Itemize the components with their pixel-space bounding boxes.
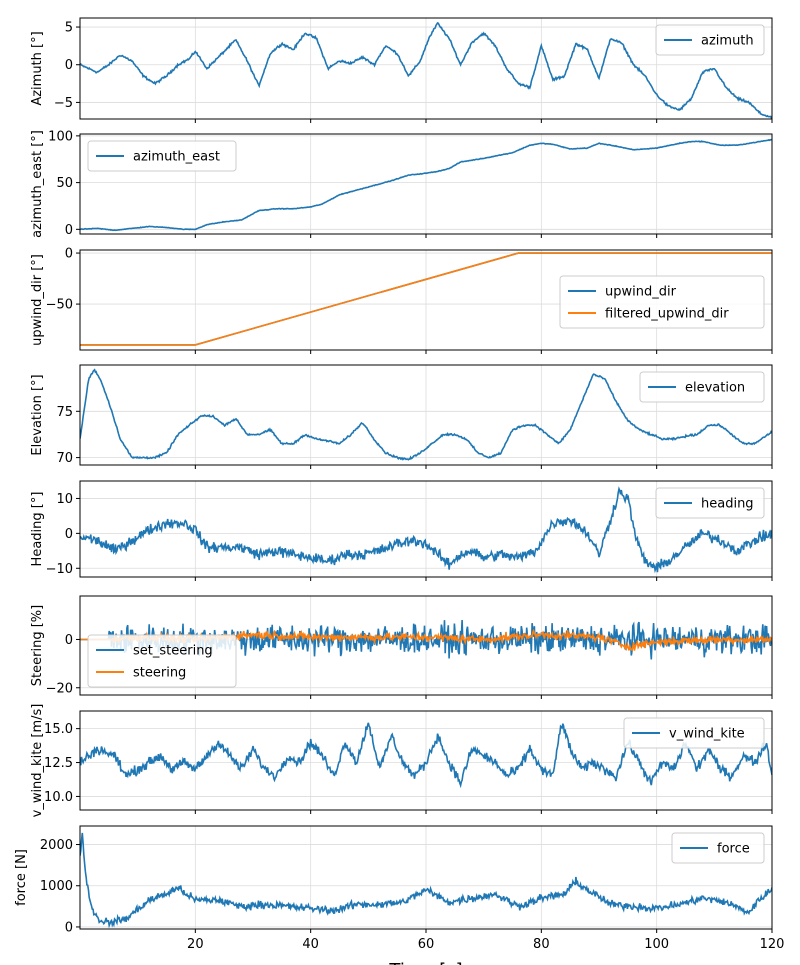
series-line-filtered_upwind_dir xyxy=(80,252,772,346)
legend-label: elevation xyxy=(685,381,745,396)
y-axis-label: Steering [%] xyxy=(30,605,45,686)
legend-box xyxy=(655,24,765,56)
x-tick-label: 20 xyxy=(187,937,204,952)
legend-box xyxy=(87,634,237,688)
x-tick-label: 40 xyxy=(302,937,319,952)
panel-4: 70 75 Elevation [°] elevation xyxy=(30,364,773,469)
y-tick-label: 50 xyxy=(56,176,73,191)
legend: elevation xyxy=(639,371,765,403)
y-tick-label: 1000 xyxy=(40,879,73,894)
legend-box xyxy=(655,487,765,519)
legend-label: v_wind_kite xyxy=(669,727,745,742)
y-tick-label: −10 xyxy=(46,562,73,577)
y-tick-label: 75 xyxy=(56,405,73,420)
y-axis-label: azimuth_east [°] xyxy=(30,130,45,238)
y-tick-label: 0 xyxy=(65,58,73,73)
y-axis-label: upwind_dir [°] xyxy=(30,254,45,346)
legend-box xyxy=(671,832,765,864)
y-tick-label: 10.0 xyxy=(44,790,73,805)
series-line-azimuth_east xyxy=(80,138,772,232)
x-tick-label: 60 xyxy=(418,937,435,952)
legend: heading xyxy=(655,487,765,519)
panel-6: −20 0 Steering [%] set_steering steering xyxy=(30,595,773,699)
legend: set_steering steering xyxy=(87,634,237,688)
legend-box xyxy=(639,371,765,403)
y-tick-label: 0 xyxy=(65,527,73,542)
x-tick-label: 120 xyxy=(760,937,785,952)
y-axis-label: Heading [°] xyxy=(30,492,45,567)
legend: upwind_dir filtered_upwind_dir xyxy=(559,275,765,329)
legend-label: filtered_upwind_dir xyxy=(605,307,729,322)
legend: azimuth_east xyxy=(87,140,237,172)
legend-label: azimuth_east xyxy=(133,150,220,165)
y-tick-label: 0 xyxy=(65,633,73,648)
y-tick-label: 0 xyxy=(65,223,73,238)
legend-label: set_steering xyxy=(133,644,213,659)
y-tick-label: 0 xyxy=(65,920,73,935)
series-line-v_wind_kite xyxy=(80,722,772,789)
legend: v_wind_kite xyxy=(623,717,765,749)
panel-7: 10.0 12.5 15.0v_wind_kite [m/s] v_wind_kite xyxy=(30,704,773,818)
y-axis-label: Elevation [°] xyxy=(30,374,45,455)
panel-8: 0 1000 2000 20 40 60 80 100 120 force [N] force xyxy=(14,825,785,952)
y-axis-label: force [N] xyxy=(14,849,29,906)
x-tick-label: 100 xyxy=(644,937,669,952)
y-tick-label: −50 xyxy=(46,298,73,313)
y-tick-label: 0 xyxy=(65,247,73,262)
series-line-elevation xyxy=(80,368,772,461)
y-tick-label: 70 xyxy=(56,451,73,466)
x-axis-label: Time [s] xyxy=(388,960,462,965)
y-axis-label: Azimuth [°] xyxy=(30,31,45,105)
y-tick-label: 12.5 xyxy=(44,756,73,771)
panel-5: −10 0 10 Heading [°] heading xyxy=(30,480,773,581)
legend-label: upwind_dir xyxy=(605,285,677,300)
y-tick-label: 2000 xyxy=(40,838,73,853)
y-tick-label: 10 xyxy=(56,492,73,507)
legend: force xyxy=(671,832,765,864)
legend-label: force xyxy=(717,842,750,857)
legend-box xyxy=(559,275,765,329)
series-line-azimuth xyxy=(80,22,772,119)
legend-box xyxy=(87,140,237,172)
legend-label: steering xyxy=(133,666,186,681)
legend-label: azimuth xyxy=(701,34,754,49)
legend-label: heading xyxy=(701,497,754,512)
legend: azimuth xyxy=(655,24,765,56)
panel-3: −50 0 upwind_dir [°] upwind_dir filtered_upw… xyxy=(30,247,773,354)
series-line-force xyxy=(80,832,772,929)
y-tick-label: −5 xyxy=(54,96,73,111)
x-tick-label: 80 xyxy=(533,937,550,952)
series-line-heading xyxy=(80,486,772,574)
y-axis-label: v_wind_kite [m/s] xyxy=(30,704,45,818)
panel-1: −5 0 5 Azimuth [°] azimuth xyxy=(30,17,773,123)
y-tick-label: 100 xyxy=(48,129,73,144)
y-tick-label: −20 xyxy=(46,681,73,696)
y-tick-label: 5 xyxy=(65,21,73,36)
legend-box xyxy=(623,717,765,749)
y-tick-label: 15.0 xyxy=(44,722,73,737)
